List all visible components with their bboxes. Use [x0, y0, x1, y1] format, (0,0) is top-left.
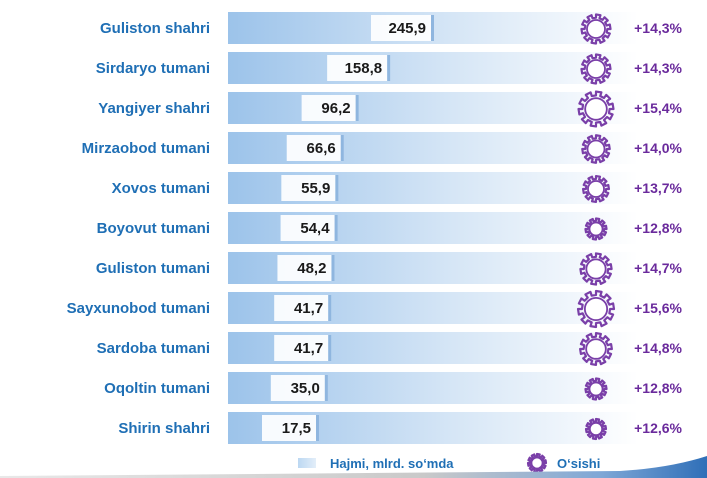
growth-value-label: +13,7%	[634, 180, 682, 196]
growth-value-label: +14,7%	[634, 260, 682, 276]
growth-value-label: +14,3%	[634, 60, 682, 76]
value-label-box	[301, 95, 358, 121]
volume-value-label: 35,0	[291, 380, 320, 397]
growth-gear-icon	[579, 332, 613, 366]
value-marker	[328, 335, 332, 361]
growth-value-label: +14,0%	[634, 140, 682, 156]
volume-value-label: 41,7	[294, 340, 323, 357]
category-label: Xovos tumani	[112, 180, 210, 197]
growth-gear-icon	[584, 377, 608, 401]
growth-gear-icon	[580, 53, 612, 85]
volume-value-label: 55,9	[301, 180, 330, 197]
growth-gear-icon	[579, 252, 613, 286]
category-label: Sardoba tumani	[97, 340, 210, 357]
value-label-box	[280, 215, 337, 241]
legend-label-volume: Hajmi, mlrd. so‘mda	[330, 456, 454, 471]
value-label-box	[270, 375, 327, 401]
legend-gear-icon	[526, 452, 548, 474]
category-label: Yangiyer shahri	[98, 100, 210, 117]
volume-value-label: 96,2	[321, 100, 350, 117]
value-marker	[328, 295, 332, 321]
value-marker	[431, 15, 434, 41]
growth-gear-icon	[581, 174, 611, 204]
growth-value-label: +14,3%	[634, 20, 682, 36]
value-marker	[316, 415, 319, 441]
growth-value-label: +12,6%	[634, 420, 682, 436]
growth-value-label: +15,6%	[634, 300, 682, 316]
value-marker	[334, 215, 338, 241]
category-label: Shirin shahri	[118, 420, 210, 437]
value-marker	[355, 95, 359, 121]
legend-swatch-volume	[298, 458, 316, 468]
value-marker	[340, 135, 344, 161]
growth-gear-icon	[577, 90, 615, 128]
value-label-box	[277, 255, 334, 281]
value-marker	[387, 55, 391, 81]
growth-gear-icon	[576, 289, 616, 329]
volume-value-label: 54,4	[300, 220, 330, 237]
value-marker	[324, 375, 328, 401]
bottom-swoosh	[0, 456, 707, 478]
legend-label-growth: O‘sishi	[557, 456, 600, 471]
volume-value-label: 48,2	[297, 260, 326, 277]
volume-value-label: 66,6	[307, 140, 336, 157]
value-label-box	[327, 55, 390, 81]
chart-rows: Guliston shahri 245,9 +14,3% Sirdaryo tuman…	[67, 12, 683, 444]
growth-gear-icon	[580, 13, 612, 45]
volume-value-label: 17,5	[282, 420, 311, 437]
growth-value-label: +12,8%	[634, 380, 682, 396]
growth-gear-icon	[584, 417, 608, 441]
category-label: Mirzaobod tumani	[82, 140, 210, 157]
volume-bar	[228, 52, 638, 84]
value-marker	[335, 175, 339, 201]
value-marker	[331, 255, 335, 281]
category-label: Guliston shahri	[100, 20, 210, 37]
growth-gear-icon	[581, 134, 611, 164]
value-label-box	[262, 415, 318, 441]
volume-value-label: 41,7	[294, 300, 323, 317]
growth-value-label: +14,8%	[634, 340, 682, 356]
gear-shape	[526, 452, 548, 474]
value-label-box	[371, 15, 433, 41]
category-label: Sayxunobod tumani	[67, 300, 210, 317]
category-label: Guliston tumani	[96, 260, 210, 277]
volume-value-label: 245,9	[388, 20, 426, 37]
volume-value-label: 158,8	[345, 60, 383, 77]
value-label-box	[274, 335, 331, 361]
value-label-box	[274, 295, 331, 321]
volume-bar	[228, 92, 638, 124]
category-label: Oqoltin tumani	[104, 380, 210, 397]
category-label: Boyovut tumani	[97, 220, 210, 237]
growth-gear-icon	[584, 217, 608, 241]
growth-value-label: +15,4%	[634, 100, 682, 116]
chart-legend: Hajmi, mlrd. so‘mda O‘sishi	[298, 452, 600, 474]
growth-value-label: +12,8%	[634, 220, 682, 236]
value-label-box	[281, 175, 338, 201]
value-label-box	[286, 135, 343, 161]
category-label: Sirdaryo tumani	[96, 60, 210, 77]
